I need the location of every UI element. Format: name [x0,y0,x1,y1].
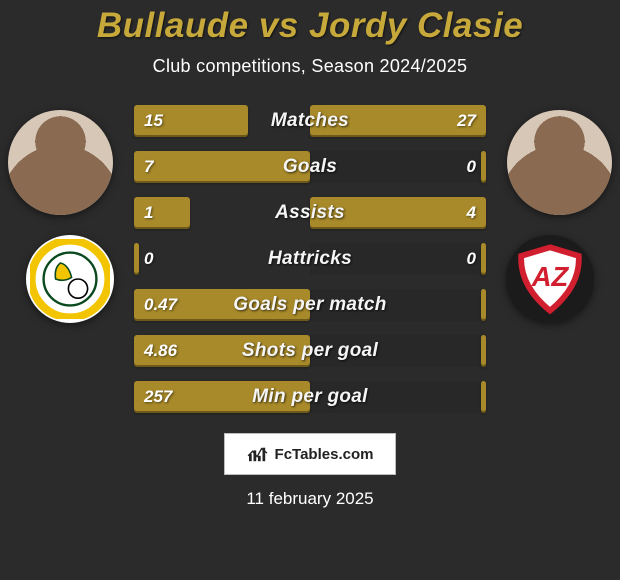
stat-row: 1527Matches [134,105,486,137]
stat-value-left: 15 [134,105,173,137]
stat-value-right: 0 [457,151,486,183]
bar-track [310,381,486,413]
stat-value-right [466,335,486,367]
watermark-badge: FcTables.com [224,433,396,475]
page-subtitle: Club competitions, Season 2024/2025 [153,56,468,77]
stat-value-left: 7 [134,151,163,183]
bar-track [310,335,486,367]
fortuna-sittard-icon [30,239,110,319]
player-right-avatar [507,110,612,215]
stat-value-left: 1 [134,197,163,229]
stat-row: 00Hattricks [134,243,486,275]
stat-value-right: 0 [457,243,486,275]
svg-text:AZ: AZ [531,261,570,292]
stat-row: 4.86Shots per goal [134,335,486,367]
comparison-bars: 1527Matches70Goals14Assists00Hattricks0.… [134,105,486,413]
stat-value-left: 257 [134,381,182,413]
player-left-avatar [8,110,113,215]
comparison-card: Bullaude vs Jordy Clasie Club competitio… [0,0,620,580]
stat-row: 257Min per goal [134,381,486,413]
stat-value-right [466,381,486,413]
stat-value-right [466,289,486,321]
generated-date: 11 february 2025 [246,489,373,509]
stat-row: 14Assists [134,197,486,229]
stat-value-right: 27 [447,105,486,137]
bar-track [310,289,486,321]
stat-value-left: 0.47 [134,289,187,321]
stats-area: AZ 1527Matches70Goals14Assists00Hattrick… [0,105,620,413]
watermark-text: FcTables.com [275,446,374,463]
stat-row: 0.47Goals per match [134,289,486,321]
bar-chart-icon [247,445,269,463]
az-alkmaar-icon: AZ [514,243,586,315]
stat-row: 70Goals [134,151,486,183]
avatar-silhouette-icon [8,110,113,215]
stat-value-left: 0 [134,243,163,275]
club-left-logo [26,235,114,323]
stat-value-left: 4.86 [134,335,187,367]
page-title: Bullaude vs Jordy Clasie [97,6,523,46]
club-right-logo: AZ [506,235,594,323]
avatar-silhouette-icon [507,110,612,215]
stat-value-right: 4 [457,197,486,229]
